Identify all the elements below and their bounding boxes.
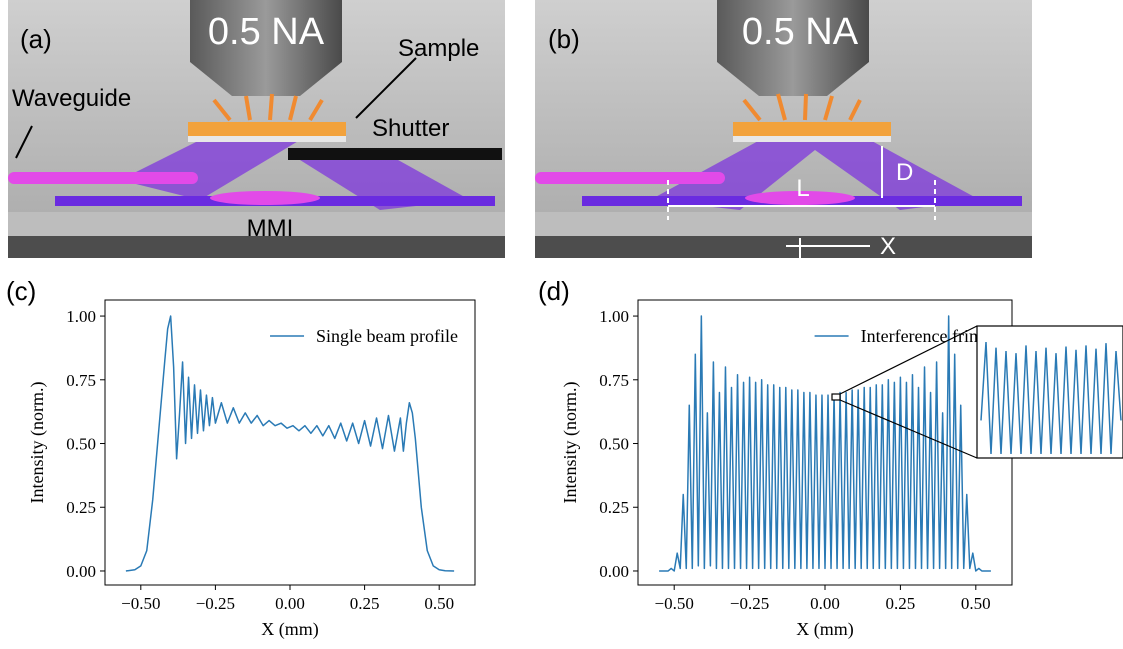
panel-label: (b) bbox=[548, 24, 580, 54]
shutter bbox=[288, 148, 502, 160]
x-tick-label: −0.25 bbox=[196, 594, 235, 613]
axis-label: X bbox=[880, 233, 896, 260]
x-tick-label: 0.00 bbox=[810, 594, 840, 613]
y-axis-label: Intensity (norm.) bbox=[560, 382, 581, 504]
objective-label: 0.5 NA bbox=[742, 11, 859, 53]
shutter-label: Shutter bbox=[372, 115, 449, 142]
x-tick-label: 0.25 bbox=[350, 594, 380, 613]
x-tick-label: 0.00 bbox=[275, 594, 305, 613]
sample-label: Sample bbox=[398, 35, 479, 62]
zoom-connector bbox=[839, 399, 978, 459]
line bbox=[125, 315, 455, 572]
mmi-label: MMI bbox=[247, 215, 294, 242]
x-tick-label: 0.25 bbox=[886, 594, 916, 613]
sample bbox=[188, 122, 346, 138]
beam bbox=[650, 140, 980, 210]
waveguide-label: Waveguide bbox=[12, 85, 131, 112]
panel-label: (c) bbox=[6, 276, 36, 306]
length-label: L bbox=[796, 175, 809, 202]
y-tick-label: 0.75 bbox=[599, 371, 629, 390]
mmi bbox=[745, 191, 855, 205]
y-tick-label: 0.25 bbox=[599, 498, 629, 517]
cladding bbox=[535, 212, 1032, 236]
panel-label: (d) bbox=[538, 276, 570, 306]
pointer bbox=[15, 125, 33, 159]
x-axis-label: X (mm) bbox=[261, 619, 319, 640]
y-tick-label: 1.00 bbox=[599, 307, 629, 326]
dimension-lines bbox=[667, 146, 936, 258]
emission-arrows bbox=[212, 93, 324, 122]
x-tick-label: 0.50 bbox=[424, 594, 454, 613]
waveguide bbox=[8, 172, 198, 184]
y-tick-label: 1.00 bbox=[66, 307, 96, 326]
line bbox=[659, 315, 991, 572]
waveguide bbox=[535, 172, 725, 184]
inset-line bbox=[980, 341, 1122, 455]
distance-label: D bbox=[896, 159, 913, 186]
x-tick-label: 0.50 bbox=[961, 594, 991, 613]
mmi bbox=[210, 191, 320, 205]
glass bbox=[733, 136, 891, 142]
y-tick-label: 0.50 bbox=[599, 435, 629, 454]
objective bbox=[190, 0, 342, 96]
glass bbox=[188, 136, 346, 142]
substrate bbox=[535, 236, 1032, 258]
pointer bbox=[355, 57, 417, 119]
panel-a: (a) 0.5 NA Sample Waveguide Shutter MMI bbox=[8, 0, 505, 258]
legend-label: Interference fringe bbox=[861, 326, 995, 346]
zoom-source bbox=[831, 393, 841, 401]
y-tick-label: 0.50 bbox=[66, 435, 96, 454]
emission-arrows bbox=[742, 93, 862, 122]
x-tick-label: −0.25 bbox=[730, 594, 769, 613]
substrate bbox=[8, 236, 505, 258]
cladding bbox=[8, 212, 505, 236]
panel-b: (b) 0.5 NA L D X bbox=[535, 0, 1032, 260]
objective bbox=[717, 0, 869, 96]
y-tick-label: 0.75 bbox=[66, 371, 96, 390]
legend-label: Single beam profile bbox=[316, 326, 458, 346]
y-tick-label: 0.25 bbox=[66, 498, 96, 517]
x-tick-label: −0.50 bbox=[121, 594, 160, 613]
objective-label: 0.5 NA bbox=[208, 11, 325, 53]
x-tick-label: −0.50 bbox=[655, 594, 694, 613]
zoom-connector bbox=[839, 325, 978, 395]
y-tick-label: 0.00 bbox=[599, 562, 629, 581]
beam bbox=[300, 150, 470, 210]
panel-label: (a) bbox=[20, 24, 52, 54]
x-axis-label: X (mm) bbox=[796, 619, 854, 640]
y-tick-label: 0.00 bbox=[66, 562, 96, 581]
beam bbox=[120, 140, 300, 200]
sample bbox=[733, 122, 891, 138]
y-axis-label: Intensity (norm.) bbox=[27, 382, 48, 504]
